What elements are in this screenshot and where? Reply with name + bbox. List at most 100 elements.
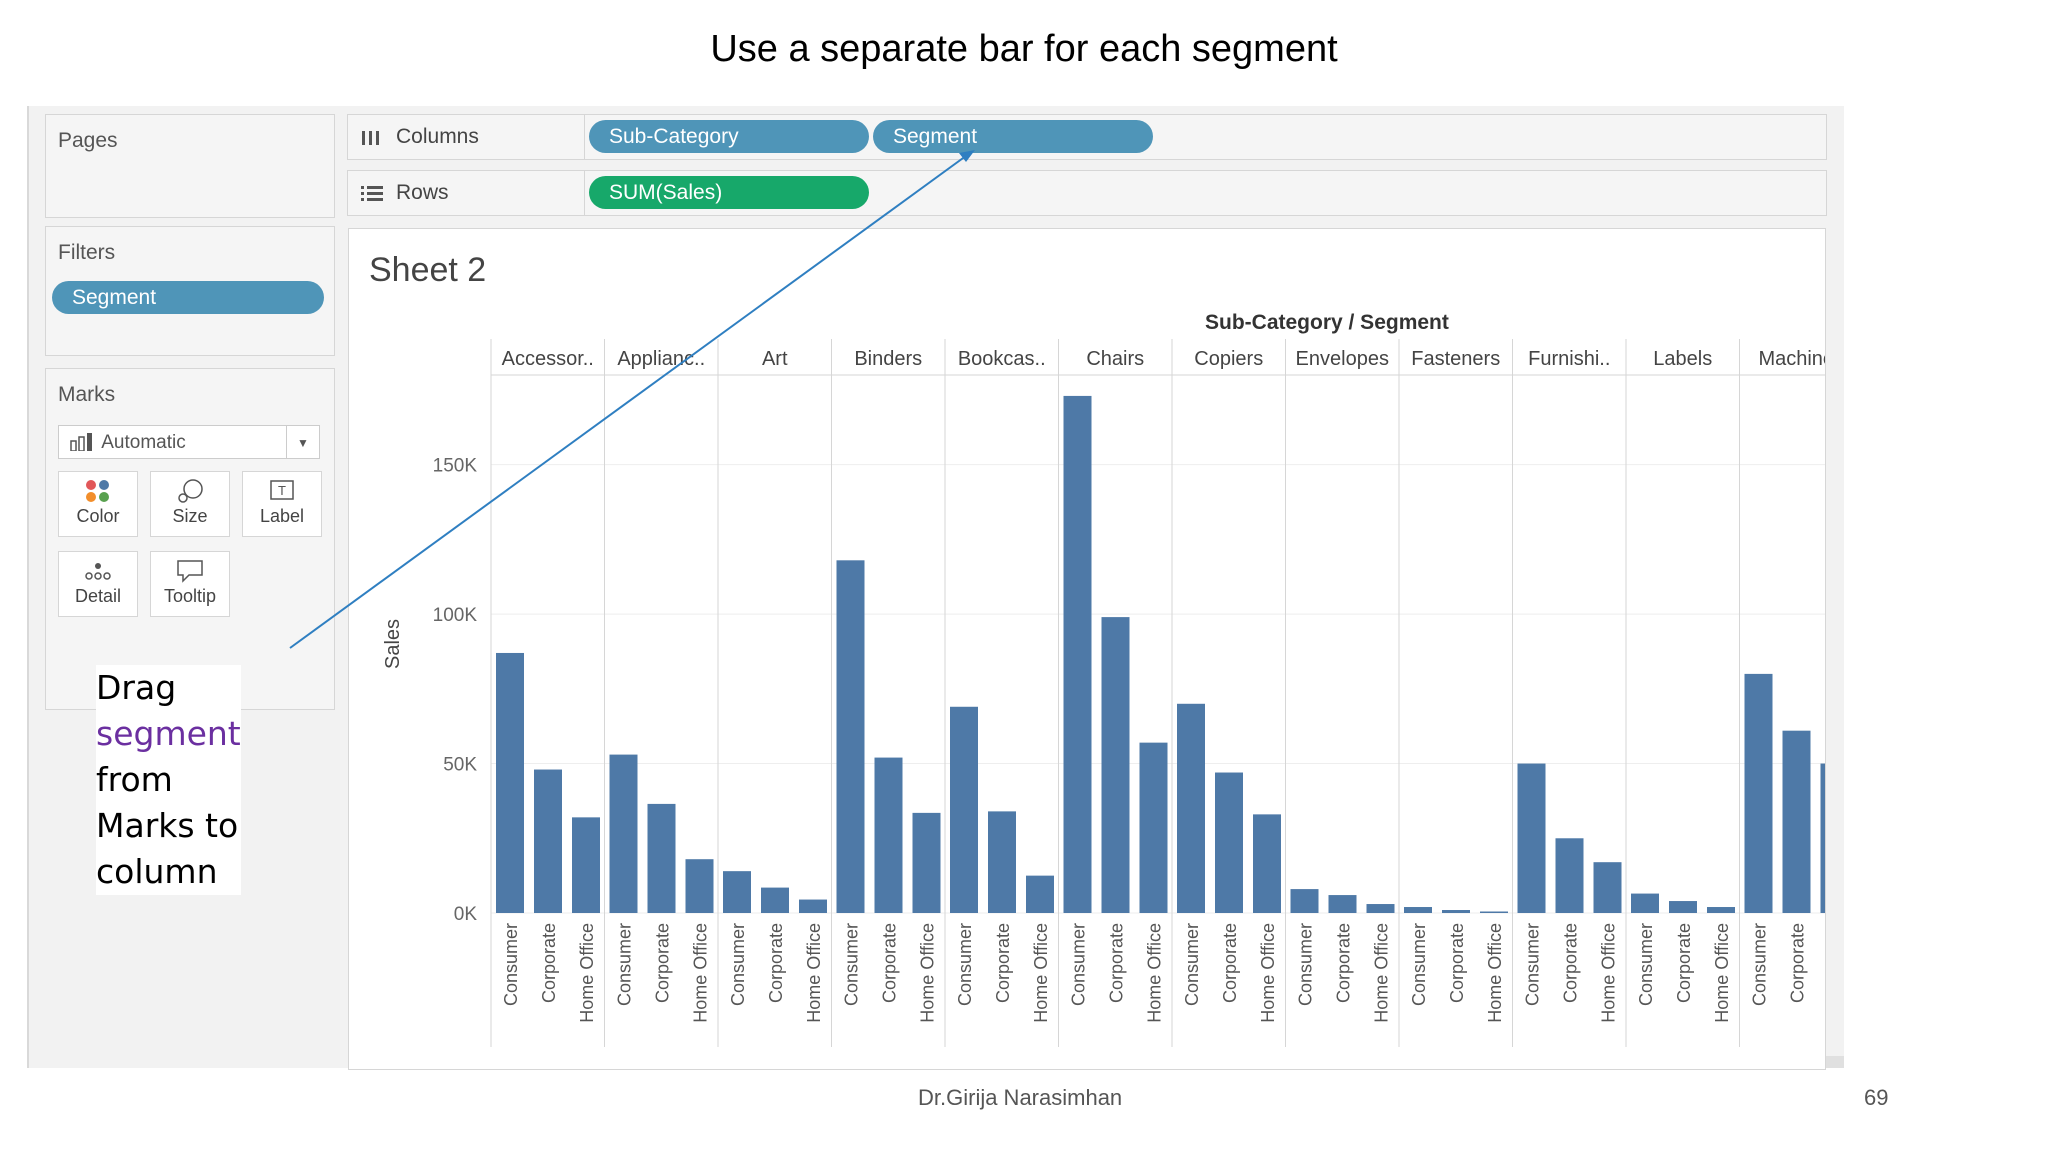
bar [1669, 901, 1697, 913]
bar [1782, 730, 1811, 913]
bar [1593, 862, 1622, 913]
segment-label: Home Office [1712, 923, 1732, 1023]
rows-divider [584, 171, 585, 215]
group-header-label: Applianc.. [617, 348, 705, 370]
segment-label: Corporate [539, 923, 559, 1003]
segment-label: Corporate [993, 923, 1013, 1003]
segment-label: Home Office [1372, 923, 1392, 1023]
segment-label: Corporate [880, 923, 900, 1003]
group-header-label: Binders [854, 348, 922, 370]
bar [761, 887, 789, 913]
marks-title: Marks [58, 383, 116, 406]
annotation-text: Drag segment from Marks to column [96, 665, 241, 895]
segment-label: Consumer [842, 923, 862, 1006]
segment-label: Home Office [691, 923, 711, 1023]
footer-author: Dr.Girija Narasimhan [918, 1085, 1123, 1110]
segment-label: Consumer [728, 923, 748, 1006]
segment-label: Consumer [1296, 923, 1316, 1006]
segment-label: Corporate [1788, 923, 1808, 1003]
group-header-label: Copiers [1194, 348, 1263, 370]
bar [572, 817, 600, 913]
bar [1707, 907, 1735, 913]
bar [1517, 763, 1546, 913]
segment-label: Consumer [1182, 923, 1202, 1006]
bar [1328, 895, 1357, 913]
bar [1480, 911, 1508, 913]
bar [609, 754, 638, 913]
segment-label: Consumer [615, 923, 635, 1006]
color-button[interactable]: Color [58, 471, 138, 537]
columns-label: Columns [396, 125, 479, 148]
bar [685, 859, 714, 913]
y-axis-title: Sales [382, 619, 404, 669]
segment-label: Corporate [1674, 923, 1694, 1003]
y-tick-label: 0K [454, 904, 478, 925]
columns-icon [362, 131, 379, 145]
segment-label: Home Office [1031, 923, 1051, 1023]
marks-card: Marks Automatic ▼ Color Size T [45, 368, 335, 710]
bar [988, 811, 1016, 913]
tooltip-icon [151, 552, 229, 586]
svg-text:T: T [278, 483, 286, 498]
segment-label: Home Office [1485, 923, 1505, 1023]
segment-label: Corporate [766, 923, 786, 1003]
bar [1139, 742, 1168, 913]
bar [1253, 814, 1281, 913]
segment-label: Corporate [1107, 923, 1127, 1003]
segment-label: Corporate [1561, 923, 1581, 1003]
bar [874, 757, 903, 913]
group-header-label: Bookcas.. [958, 348, 1046, 370]
group-header-label: Envelopes [1296, 348, 1389, 370]
bar [1555, 838, 1584, 913]
bar [912, 812, 941, 913]
label-label: Label [259, 506, 305, 526]
detail-button[interactable]: Detail [58, 551, 138, 617]
bar [1290, 889, 1319, 913]
mark-type-label: Automatic [101, 432, 186, 453]
tooltip-button[interactable]: Tooltip [150, 551, 230, 617]
columns-shelf[interactable]: Columns Sub-Category Segment [347, 114, 1827, 160]
bar [496, 652, 524, 913]
bar [534, 769, 562, 913]
segment-label: Consumer [955, 923, 975, 1006]
filters-title: Filters [58, 241, 116, 264]
rows-icon [361, 186, 383, 201]
segment-label: Home Office [1258, 923, 1278, 1023]
y-tick-label: 50K [443, 755, 477, 776]
bar [1026, 875, 1054, 913]
mark-type-dropdown[interactable]: Automatic ▼ [58, 425, 320, 459]
detail-icon [59, 552, 137, 586]
color-label: Color [76, 506, 120, 526]
annotation-line-4: Marks to [96, 806, 239, 845]
tooltip-label: Tooltip [163, 586, 217, 606]
label-icon: T [243, 472, 321, 506]
columns-pill-segment[interactable]: Segment [873, 120, 1153, 153]
bar [799, 899, 827, 913]
segment-label: Home Office [918, 923, 938, 1023]
rows-pill-sum-sales[interactable]: SUM(Sales) [589, 176, 869, 209]
segment-label: Home Office [1599, 923, 1619, 1023]
bar-chart: 0K 50K 100K 150K Sales Accessor.. Consumer Corp… [382, 339, 1825, 1047]
bar [1442, 910, 1470, 913]
bar [723, 871, 751, 913]
rows-shelf[interactable]: Rows SUM(Sales) [347, 170, 1827, 216]
annotation-line-3: from [96, 760, 173, 799]
columns-pill-sub-category[interactable]: Sub-Category [589, 120, 869, 153]
filter-pill-segment[interactable]: Segment [52, 281, 324, 314]
bar [1820, 763, 1825, 913]
segment-label: Consumer [1523, 923, 1543, 1006]
group-header-label: Furnishi.. [1528, 348, 1610, 370]
size-button[interactable]: Size [150, 471, 230, 537]
bar [1631, 893, 1659, 913]
annotation-line-5: column [96, 852, 218, 891]
footer-page-number: 69 [1864, 1085, 1889, 1110]
group-header-label: Labels [1653, 348, 1712, 370]
bar [1366, 904, 1395, 913]
label-button[interactable]: T Label [242, 471, 322, 537]
segment-label: Consumer [1409, 923, 1429, 1006]
slide-title: Use a separate bar for each segment [710, 28, 1338, 70]
detail-label: Detail [74, 586, 122, 606]
bar [1744, 673, 1773, 913]
header-title: Sub-Category / Segment [1205, 311, 1449, 334]
segment-label: Home Office [577, 923, 597, 1023]
